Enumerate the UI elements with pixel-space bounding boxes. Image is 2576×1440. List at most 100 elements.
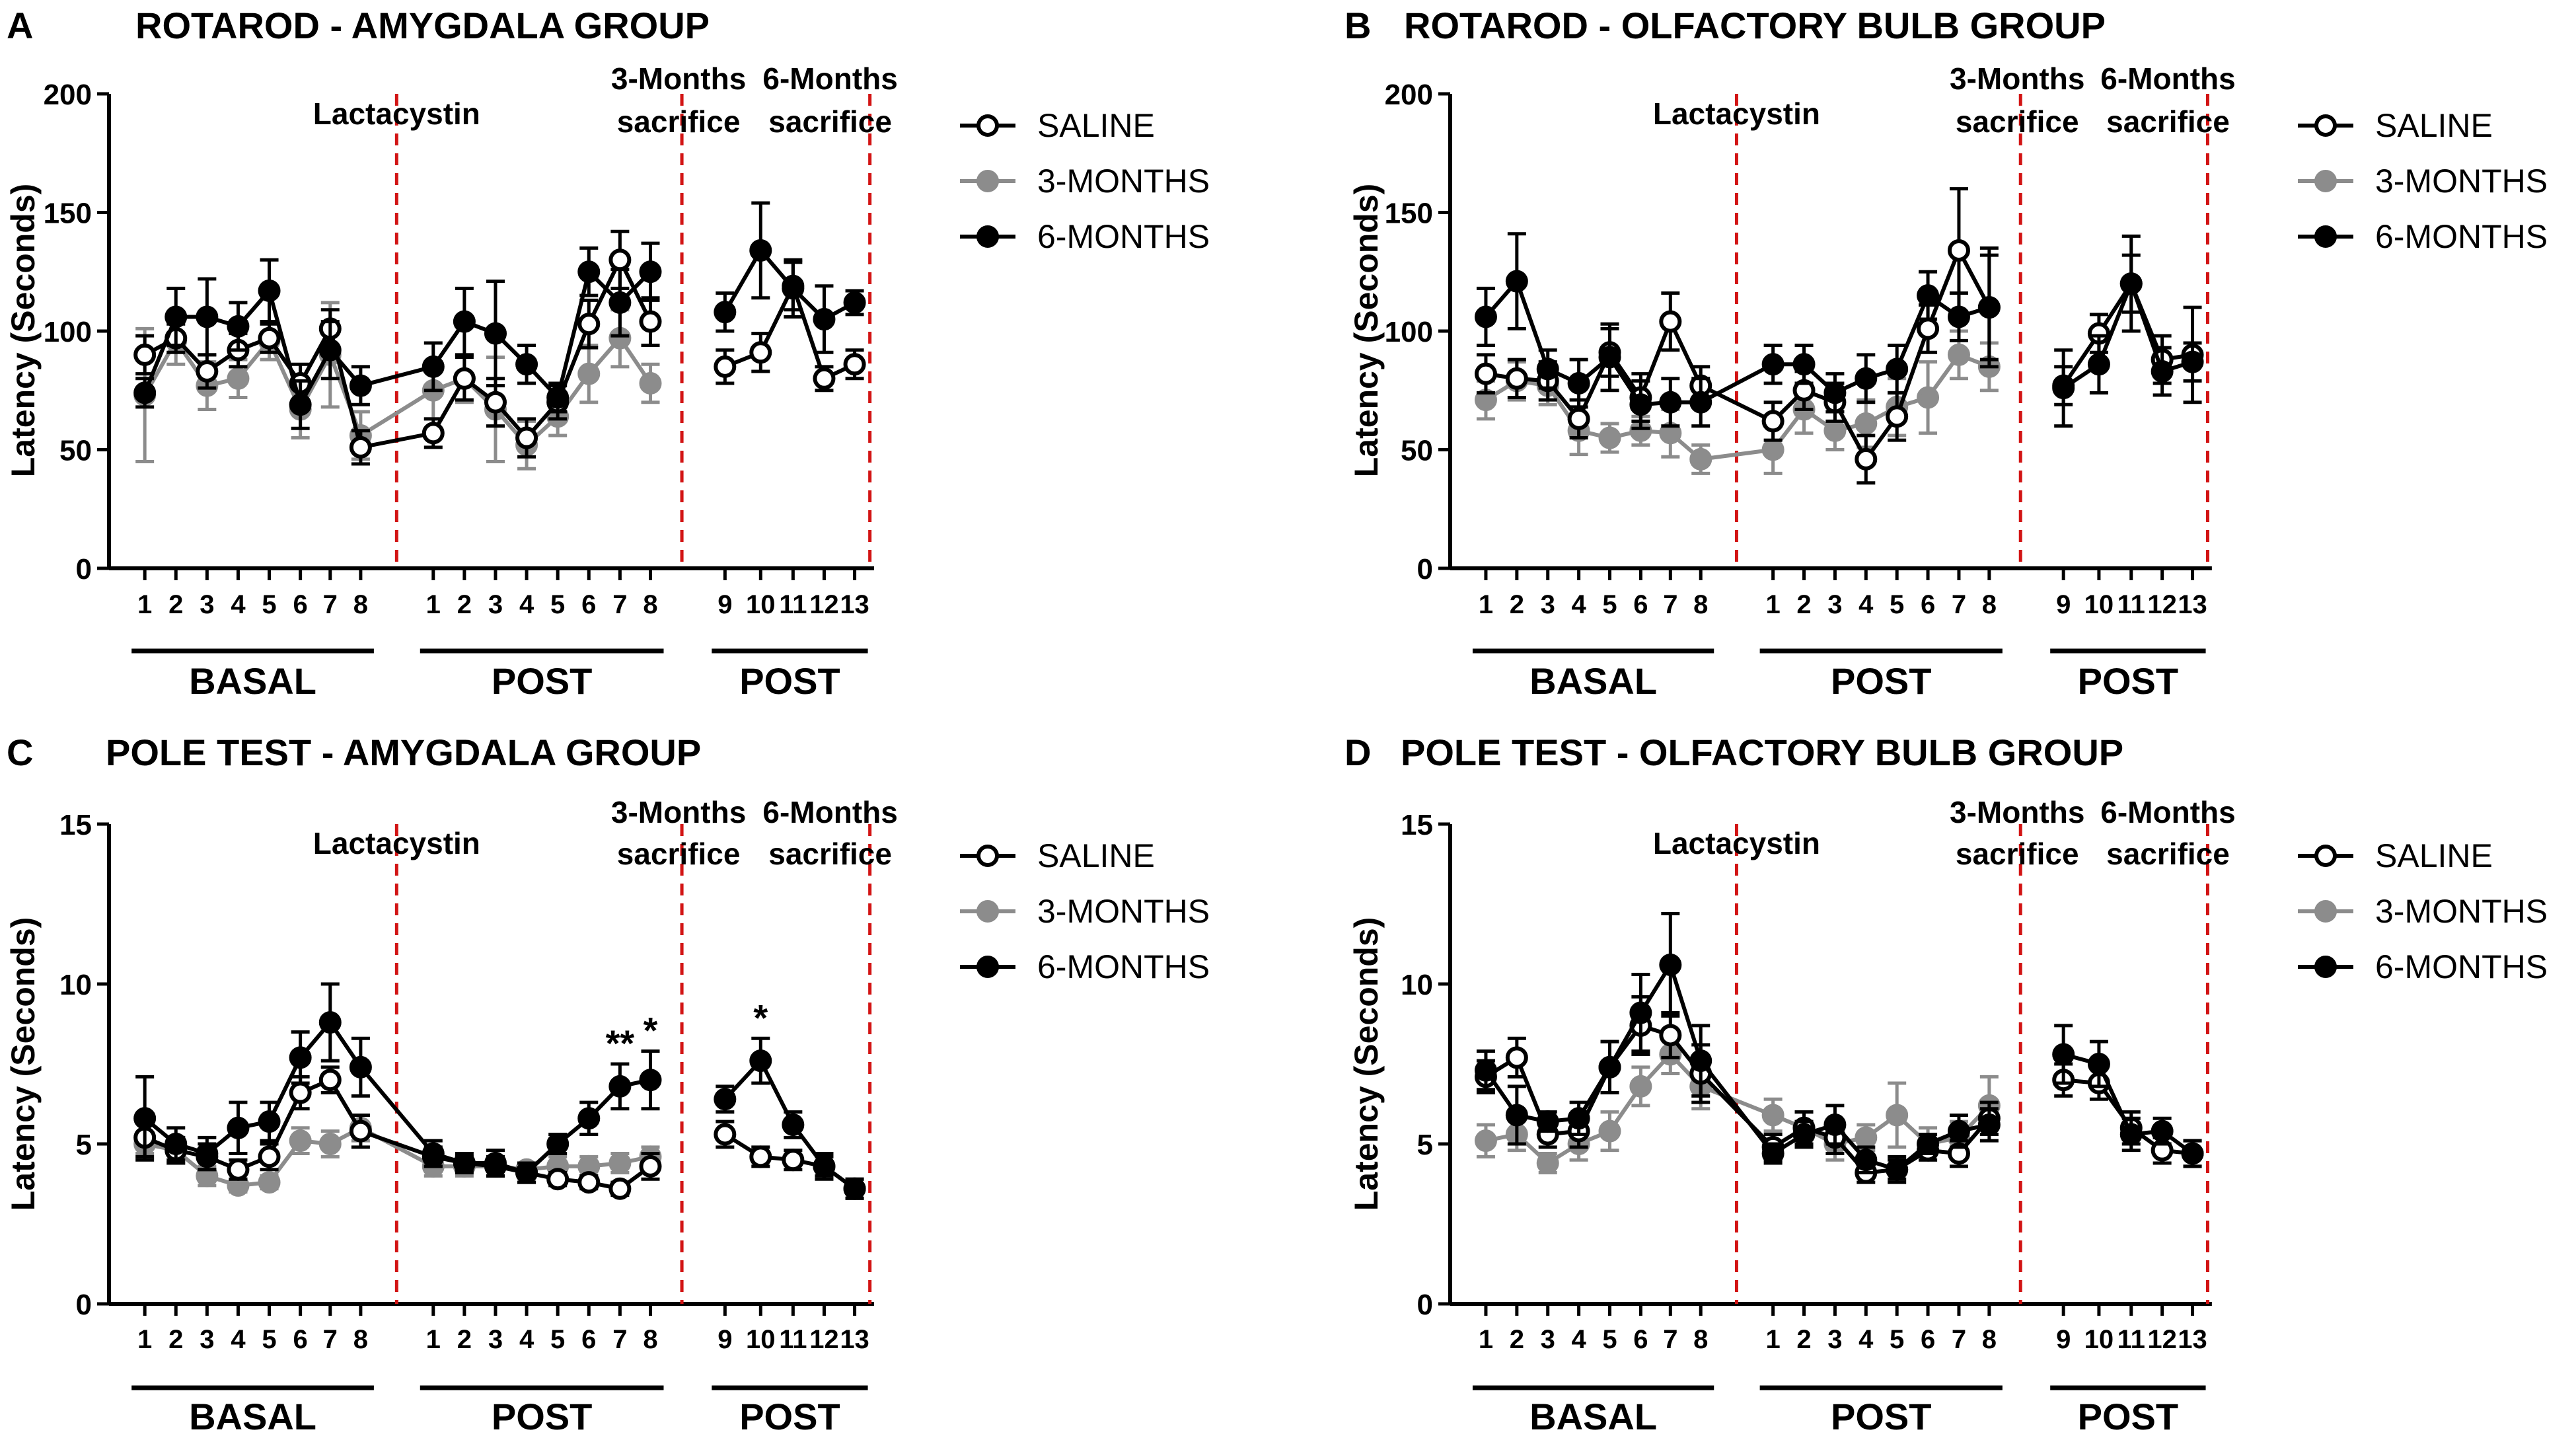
data-point bbox=[2052, 377, 2075, 400]
x-tick-label: 4 bbox=[1858, 1325, 1874, 1354]
data-point bbox=[133, 381, 157, 404]
marker-6months-sacrifice: sacrifice bbox=[2106, 104, 2230, 139]
data-point bbox=[515, 1161, 538, 1184]
data-point bbox=[1792, 1123, 1816, 1146]
legend-label-saline: SALINE bbox=[2375, 107, 2493, 144]
panel-letter: D bbox=[1344, 732, 1371, 773]
data-point bbox=[749, 1049, 772, 1073]
series-line bbox=[1485, 245, 1991, 463]
group-label: POST bbox=[739, 660, 840, 702]
data-point bbox=[2087, 1053, 2110, 1075]
data-point bbox=[196, 1142, 219, 1165]
x-tick-label: 1 bbox=[1766, 590, 1781, 619]
legend-label-saline: SALINE bbox=[1037, 107, 1155, 144]
data-point bbox=[1855, 1126, 1878, 1149]
panel-title: ROTAROD - AMYGDALA GROUP bbox=[135, 5, 710, 46]
legend-marker bbox=[976, 900, 999, 923]
x-tick-label: 11 bbox=[2117, 590, 2145, 619]
data-point bbox=[1536, 1110, 1559, 1133]
data-point bbox=[639, 1155, 662, 1178]
series-line bbox=[724, 280, 856, 381]
series-line bbox=[144, 1125, 651, 1188]
y-tick-label: 5 bbox=[1417, 1129, 1433, 1161]
series-line bbox=[143, 268, 652, 410]
legend-label-six_months: 6-MONTHS bbox=[1037, 218, 1210, 255]
marker-3months: 3-Months bbox=[1950, 61, 2084, 96]
legend-marker bbox=[976, 225, 999, 248]
y-tick-label: 0 bbox=[76, 1289, 92, 1321]
x-tick-label: 6 bbox=[1921, 1325, 1935, 1354]
data-point bbox=[227, 315, 250, 338]
series-line bbox=[1485, 1051, 1991, 1166]
data-point bbox=[1855, 447, 1878, 471]
data-point bbox=[1505, 270, 1528, 293]
data-point bbox=[196, 305, 219, 328]
data-point bbox=[1505, 1104, 1528, 1127]
series-line bbox=[1484, 277, 1990, 407]
x-tick-label: 6 bbox=[1921, 590, 1935, 619]
x-tick-label: 4 bbox=[231, 1325, 246, 1354]
group-label: BASAL bbox=[189, 660, 316, 702]
data-point bbox=[1474, 1129, 1497, 1153]
data-point bbox=[1947, 305, 1970, 328]
legend-marker bbox=[2314, 900, 2337, 923]
data-point bbox=[843, 1177, 866, 1200]
x-tick-label: 3 bbox=[1541, 590, 1555, 619]
data-point bbox=[1823, 1113, 1847, 1136]
data-point bbox=[639, 1069, 662, 1092]
data-point bbox=[1659, 1024, 1682, 1047]
data-point bbox=[608, 248, 632, 272]
legend-marker bbox=[2314, 225, 2337, 248]
y-tick-label: 50 bbox=[59, 435, 92, 467]
data-point bbox=[2119, 1123, 2143, 1146]
data-point bbox=[1689, 391, 1712, 414]
legend-label-three_months: 3-MONTHS bbox=[1037, 163, 1210, 200]
marker-3months-sacrifice: sacrifice bbox=[617, 104, 741, 139]
data-point bbox=[422, 1142, 445, 1165]
series-line bbox=[1485, 352, 1990, 462]
data-point bbox=[165, 305, 188, 328]
x-tick-label: 10 bbox=[746, 1325, 776, 1354]
y-tick-label: 150 bbox=[44, 198, 92, 230]
x-tick-label: 6 bbox=[293, 590, 308, 619]
legend-marker bbox=[976, 170, 999, 192]
legend-label-three_months: 3-MONTHS bbox=[2375, 893, 2548, 930]
data-point bbox=[813, 1155, 836, 1178]
marker-3months: 3-Months bbox=[1950, 795, 2084, 829]
x-tick-label: 5 bbox=[262, 1325, 276, 1354]
data-point bbox=[714, 1088, 737, 1111]
data-point bbox=[1855, 412, 1878, 436]
y-axis-label: Latency (Seconds) bbox=[5, 184, 42, 478]
data-point bbox=[1917, 386, 1940, 409]
data-point bbox=[1505, 1046, 1528, 1069]
marker-3months-sacrifice: sacrifice bbox=[617, 837, 741, 871]
significance-annotation: ** bbox=[606, 1022, 635, 1064]
legend-marker bbox=[976, 956, 999, 978]
x-tick-label: 8 bbox=[1693, 1325, 1708, 1354]
x-tick-label: 13 bbox=[2178, 590, 2207, 619]
x-tick-label: 8 bbox=[353, 1325, 368, 1354]
data-point bbox=[1947, 1119, 1970, 1143]
data-point bbox=[289, 1129, 312, 1153]
marker-3months-sacrifice: sacrifice bbox=[1956, 104, 2079, 139]
data-point bbox=[2052, 1043, 2075, 1066]
group-label: BASAL bbox=[1529, 1396, 1657, 1437]
y-tick-label: 0 bbox=[1417, 1289, 1433, 1321]
data-point bbox=[484, 391, 507, 414]
x-tick-label: 13 bbox=[840, 590, 869, 619]
x-tick-label: 4 bbox=[231, 590, 246, 619]
x-tick-label: 2 bbox=[1796, 1325, 1811, 1354]
series-three_months bbox=[1474, 329, 2001, 475]
data-point bbox=[318, 1011, 342, 1034]
data-point bbox=[1977, 1113, 2001, 1136]
series-six_months bbox=[133, 201, 866, 430]
data-point bbox=[714, 1123, 737, 1146]
data-point bbox=[1886, 1158, 1909, 1181]
data-point bbox=[1917, 1133, 1940, 1155]
y-axis-label: Latency (Seconds) bbox=[5, 917, 42, 1211]
x-tick-label: 3 bbox=[200, 1325, 214, 1354]
x-tick-label: 1 bbox=[137, 1325, 152, 1354]
legend-marker bbox=[976, 114, 999, 137]
data-point bbox=[1947, 343, 1970, 366]
data-point bbox=[1886, 1104, 1909, 1127]
